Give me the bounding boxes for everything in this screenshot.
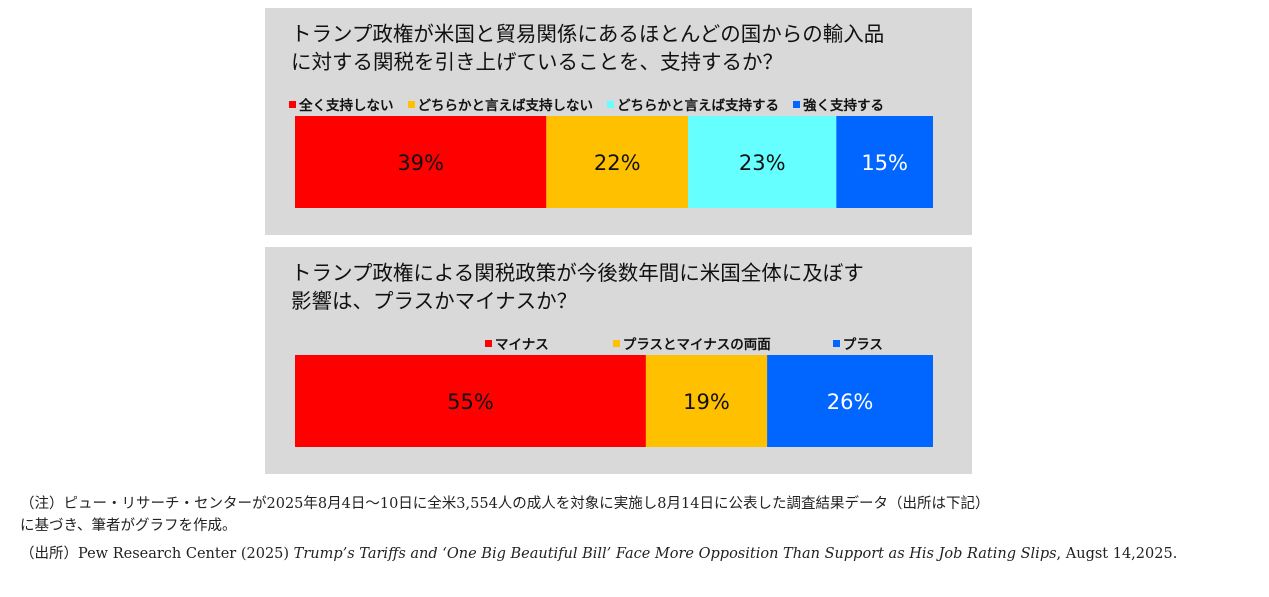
- data-label: 15%: [861, 151, 908, 175]
- source-citation: （出所）Pew Research Center (2025) Trump’s T…: [20, 543, 1260, 565]
- source-title: Trump’s Tariffs and ‘One Big Beautiful B…: [293, 546, 1057, 562]
- bar-segment: [546, 116, 689, 208]
- bar-segment: [767, 355, 933, 447]
- legend-label: 全く支持しない: [299, 98, 394, 114]
- data-label: 22%: [594, 151, 641, 175]
- bar-segment: [645, 355, 768, 447]
- bar-segment: [295, 355, 646, 447]
- chart-panel-tariff-impact: トランプ政権による関税政策が今後数年間に米国全体に及ぼす 影響は、プラスかマイナ…: [265, 247, 972, 474]
- legend-swatch: [793, 100, 800, 108]
- bar-segment: [688, 116, 837, 208]
- chart-title-line: トランプ政権による関税政策が今後数年間に米国全体に及ぼす: [291, 261, 864, 285]
- chart-title: トランプ政権が米国と貿易関係にあるほとんどの国からの輸入品 に対する関税を引き上…: [291, 20, 961, 76]
- legend-label: 強く支持する: [803, 98, 884, 114]
- legend-label: マイナス: [495, 337, 549, 353]
- data-label: 55%: [447, 390, 494, 414]
- chart-panel-tariff-support: トランプ政権が米国と貿易関係にあるほとんどの国からの輸入品 に対する関税を引き上…: [265, 8, 972, 235]
- source-suffix: , Augst 14,2025.: [1056, 546, 1178, 562]
- legend-label: どちらかと言えば支持する: [617, 98, 779, 114]
- note-line: に基づき、筆者がグラフを作成。: [20, 518, 237, 534]
- stacked-bar-chart: 55% 19% 26%: [295, 355, 933, 447]
- note-line: （注）ピュー・リサーチ・センターが2025年8月4日～10日に全米3,554人の…: [20, 496, 990, 512]
- data-label: 19%: [683, 390, 730, 414]
- data-label: 23%: [739, 151, 786, 175]
- legend-swatch: [485, 339, 492, 347]
- legend-label: プラスとマイナスの両面: [622, 337, 771, 353]
- legend-swatch: [607, 100, 614, 108]
- bar-segment: [295, 116, 547, 208]
- legend-swatch: [612, 339, 620, 347]
- data-label: 26%: [827, 390, 874, 414]
- legend: マイナス プラスとマイナスの両面 プラス: [485, 333, 883, 353]
- legend: 全く支持しない どちらかと言えば支持しない どちらかと言えば支持する 強く支持す…: [289, 94, 884, 114]
- footnote: （注）ピュー・リサーチ・センターが2025年8月4日～10日に全米3,554人の…: [20, 493, 1260, 565]
- bar-segment: [836, 116, 933, 208]
- chart-title-line: に対する関税を引き上げていることを、支持するか？: [291, 50, 783, 74]
- chart-title-line: 影響は、プラスかマイナスか？: [291, 289, 578, 313]
- chart-title-line: トランプ政権が米国と貿易関係にあるほとんどの国からの輸入品: [291, 22, 885, 46]
- legend-swatch: [832, 339, 840, 347]
- legend-label: プラス: [842, 337, 883, 353]
- legend-label: どちらかと言えば支持しない: [417, 98, 594, 114]
- data-label: 39%: [397, 151, 444, 175]
- chart-title: トランプ政権による関税政策が今後数年間に米国全体に及ぼす 影響は、プラスかマイナ…: [291, 259, 961, 315]
- legend-swatch: [407, 100, 415, 108]
- legend-swatch: [289, 100, 296, 108]
- source-prefix: （出所）Pew Research Center (2025): [20, 546, 294, 562]
- stacked-bar-chart: 39% 22% 23% 15%: [295, 116, 933, 208]
